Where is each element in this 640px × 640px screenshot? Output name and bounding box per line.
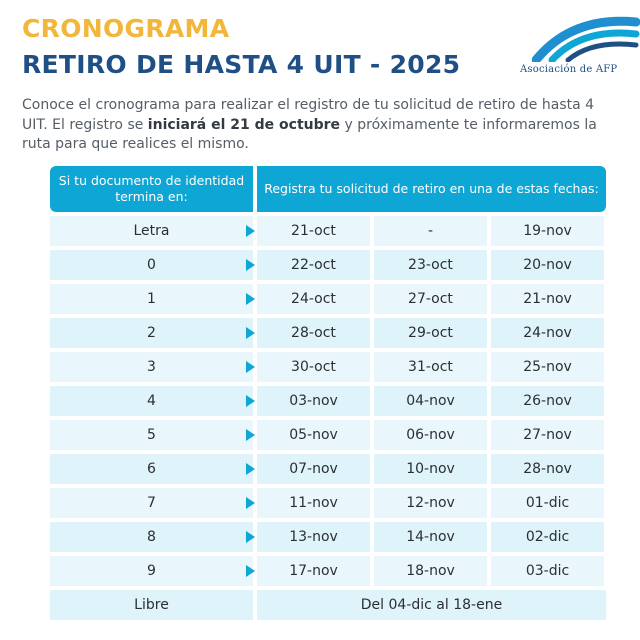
intro-text-1: Conoce el cronograma para realizar el re…	[22, 97, 595, 133]
date-option-1: 11-nov	[257, 488, 370, 518]
document-ending-value: 2	[147, 325, 156, 341]
date-option-1: 13-nov	[257, 522, 370, 552]
header-registration-dates: Registra tu solicitud de retiro en una d…	[257, 166, 606, 212]
document-ending-value: 8	[147, 529, 156, 545]
page-title: CRONOGRAMA	[22, 14, 230, 43]
date-option-2: 12-nov	[374, 488, 487, 518]
table-row: 6 07-nov 10-nov 28-nov	[50, 454, 606, 484]
date-option-3: 19-nov	[491, 216, 604, 246]
document-ending-cell: 4	[50, 386, 255, 416]
table-body: Letra 21-oct -19-nov 0 22-oct 23-oct 20-nov 1 24…	[50, 216, 606, 620]
arc-logo-icon	[532, 16, 640, 62]
arrow-right-icon	[246, 293, 255, 305]
intro-paragraph: Conoce el cronograma para realizar el re…	[22, 96, 622, 155]
table-row: 1 24-oct 27-oct 21-nov	[50, 284, 606, 314]
table-row: 4 03-nov 04-nov 26-nov	[50, 386, 606, 416]
table-row: 8 13-nov 14-nov 02-dic	[50, 522, 606, 552]
table-row: 5 05-nov 06-nov 27-nov	[50, 420, 606, 450]
schedule-table: Si tu documento de identidad termina en:…	[50, 166, 606, 624]
date-option-2: 06-nov	[374, 420, 487, 450]
date-option-1: 17-nov	[257, 556, 370, 586]
date-option-2: 18-nov	[374, 556, 487, 586]
afp-logo: Asociación de AFP	[520, 12, 640, 84]
date-option-3: 25-nov	[491, 352, 604, 382]
date-option-2: 14-nov	[374, 522, 487, 552]
table-row: 0 22-oct 23-oct 20-nov	[50, 250, 606, 280]
arrow-right-icon	[246, 395, 255, 407]
date-option-3: 26-nov	[491, 386, 604, 416]
document-ending-cell: Letra	[50, 216, 255, 246]
document-ending-value: 3	[147, 359, 156, 375]
date-option-3: 24-nov	[491, 318, 604, 348]
document-ending-value: 9	[147, 563, 156, 579]
document-ending-cell: 7	[50, 488, 255, 518]
date-option-2: 04-nov	[374, 386, 487, 416]
document-ending-cell: 1	[50, 284, 255, 314]
document-ending-cell: 2	[50, 318, 255, 348]
table-row: Letra 21-oct -19-nov	[50, 216, 606, 246]
intro-text-2: y próximamente te informaremos la ruta p…	[22, 116, 597, 153]
document-ending-value: Libre	[134, 597, 169, 613]
logo-text: Asociación de AFP	[520, 64, 618, 75]
document-ending-value: 6	[147, 461, 156, 477]
arrow-right-icon	[246, 531, 255, 543]
header-document-ending: Si tu documento de identidad termina en:	[50, 166, 253, 212]
date-option-1: 30-oct	[257, 352, 370, 382]
table-row: 7 11-nov 12-nov 01-dic	[50, 488, 606, 518]
document-ending-value: 0	[147, 257, 156, 273]
date-option-1: 21-oct	[257, 216, 370, 246]
date-option-2: 27-oct	[374, 284, 487, 314]
table-header: Si tu documento de identidad termina en:…	[50, 166, 606, 212]
date-option-3: 28-nov	[491, 454, 604, 484]
document-ending-cell: 9	[50, 556, 255, 586]
document-ending-cell: 5	[50, 420, 255, 450]
document-ending-cell: 3	[50, 352, 255, 382]
date-option-1: 07-nov	[257, 454, 370, 484]
document-ending-cell: 8	[50, 522, 255, 552]
intro-bold-date: iniciará el 21 de octubre	[147, 116, 341, 133]
table-row: 3 30-oct 31-oct 25-nov	[50, 352, 606, 382]
table-row-libre: Libre Del 04-dic al 18-ene	[50, 590, 606, 620]
document-ending-cell: 6	[50, 454, 255, 484]
date-option-1: 24-oct	[257, 284, 370, 314]
date-option-3: 02-dic	[491, 522, 604, 552]
date-option-1: 05-nov	[257, 420, 370, 450]
page-subtitle: RETIRO DE HASTA 4 UIT - 2025	[22, 50, 461, 79]
document-ending-value: 4	[147, 393, 156, 409]
document-ending-value: 1	[147, 291, 156, 307]
date-option-2: 29-oct	[374, 318, 487, 348]
table-row: 9 17-nov 18-nov 03-dic	[50, 556, 606, 586]
arrow-right-icon	[246, 327, 255, 339]
date-option-3: 03-dic	[491, 556, 604, 586]
date-option-3: 20-nov	[491, 250, 604, 280]
arrow-right-icon	[246, 565, 255, 577]
date-range-cell: Del 04-dic al 18-ene	[257, 590, 606, 620]
arrow-right-icon	[246, 259, 255, 271]
date-option-2: 10-nov	[374, 454, 487, 484]
date-option-3: 01-dic	[491, 488, 604, 518]
date-option-1: 28-oct	[257, 318, 370, 348]
arrow-right-icon	[246, 225, 255, 237]
date-option-1: 03-nov	[257, 386, 370, 416]
document-ending-value: Letra	[133, 223, 170, 239]
document-ending-value: 7	[147, 495, 156, 511]
date-option-1: 22-oct	[257, 250, 370, 280]
document-ending-cell: Libre	[50, 590, 253, 620]
arrow-right-icon	[246, 463, 255, 475]
date-option-2: 31-oct	[374, 352, 487, 382]
arrow-right-icon	[246, 429, 255, 441]
date-option-3: 21-nov	[491, 284, 604, 314]
table-row: 2 28-oct 29-oct 24-nov	[50, 318, 606, 348]
document-ending-value: 5	[147, 427, 156, 443]
arrow-right-icon	[246, 361, 255, 373]
arrow-right-icon	[246, 497, 255, 509]
date-option-3: 27-nov	[491, 420, 604, 450]
date-option-2: -	[374, 216, 487, 246]
date-option-2: 23-oct	[374, 250, 487, 280]
document-ending-cell: 0	[50, 250, 255, 280]
